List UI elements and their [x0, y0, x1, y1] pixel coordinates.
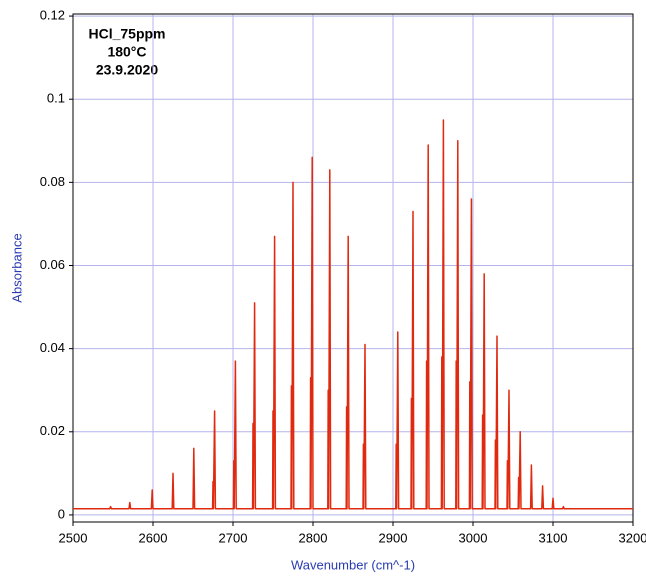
y-tick-label: 0: [58, 506, 65, 521]
y-axis-label: Absorbance: [9, 233, 24, 302]
y-tick-label: 0.04: [40, 340, 65, 355]
y-tick-label: 0.1: [47, 91, 65, 106]
spectrum-line: [73, 119, 633, 510]
x-tick-label: 2800: [299, 530, 328, 545]
y-tick-label: 0.08: [40, 174, 65, 189]
x-axis-label: Wavenumber (cm^-1): [291, 557, 415, 572]
annotation: 23.9.2020: [96, 62, 158, 78]
annotation: HCl_75ppm: [88, 26, 165, 42]
y-tick-label: 0.12: [40, 8, 65, 23]
y-tick-label: 0.06: [40, 257, 65, 272]
x-tick-label: 3000: [459, 530, 488, 545]
x-tick-label: 2900: [379, 530, 408, 545]
x-tick-label: 2500: [59, 530, 88, 545]
plot-frame: [72, 13, 634, 523]
x-tick-label: 2600: [139, 530, 168, 545]
x-tick-label: 2700: [219, 530, 248, 545]
y-tick-label: 0.02: [40, 423, 65, 438]
x-tick-label: 3100: [539, 530, 568, 545]
x-tick-label: 3200: [619, 530, 646, 545]
annotation: 180°C: [107, 44, 146, 60]
